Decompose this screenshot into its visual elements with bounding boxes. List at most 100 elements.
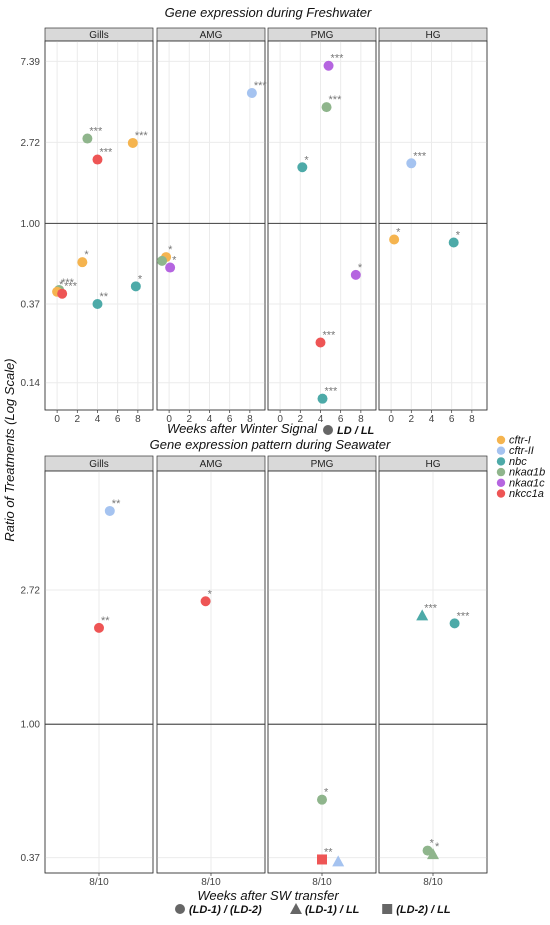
data-point-cftr-II <box>332 855 345 867</box>
legend-shape-circle <box>175 904 185 914</box>
data-point-cftr-I <box>127 137 138 148</box>
panel-border <box>378 470 488 874</box>
legend-swatch-nbc <box>496 457 506 466</box>
data-point-nkcc1a <box>94 622 104 633</box>
panel-border <box>156 470 266 874</box>
facet-strip-label: Gills <box>89 30 108 41</box>
data-point-nkaa1b <box>321 102 332 113</box>
data-point-nkcc1a <box>200 596 211 607</box>
panel-border <box>267 40 377 411</box>
chart-1-shape-legend: LD / LL <box>323 425 375 437</box>
data-point-cftr-I <box>389 234 400 245</box>
significance-label: *** <box>325 386 339 398</box>
significance-label: ** <box>101 615 110 627</box>
legend-shape-square <box>382 904 393 914</box>
data-point-nkcc1a <box>92 154 103 165</box>
legend-label-nkaa1b: nkaα1b <box>509 467 545 479</box>
panel-border <box>44 40 154 411</box>
x-tick-label: 0 <box>54 414 60 425</box>
data-point-nkcc1a <box>317 854 327 865</box>
panel-border <box>156 40 266 411</box>
y-tick-label: 0.37 <box>21 299 41 310</box>
x-tick-label: 8 <box>135 414 141 425</box>
y-tick-label: 2.72 <box>21 585 41 596</box>
significance-label: * <box>358 262 363 274</box>
x-tick-label: 4 <box>95 414 101 425</box>
data-point-nbc <box>92 298 103 309</box>
legend-swatch-nkaa1b <box>496 467 506 477</box>
x-tick-label: 8/10 <box>201 877 221 888</box>
x-tick-label: 0 <box>388 414 394 425</box>
facet-strip-label: HG <box>426 30 441 41</box>
data-point-nkaa1b <box>157 255 168 266</box>
legend-shape-label: (LD-2) / LL <box>396 904 451 916</box>
significance-label: *** <box>322 330 336 342</box>
data-point-nbc <box>317 393 328 404</box>
legend-label-nkaa1c: nkaα1c <box>509 477 545 489</box>
chart-seawater: 0.371.002.72Gills8/10****AMG8/10*PMG8/10… <box>21 455 488 888</box>
legend-shape-label: (LD-1) / LL <box>305 904 360 916</box>
legend-label-cftr-II: cftr-II <box>509 445 534 457</box>
significance-label: *** <box>331 53 345 65</box>
chart-1-title: Gene expression during Freshwater <box>165 5 372 20</box>
data-point-nkaa1b <box>427 848 439 860</box>
x-tick-label: 8/10 <box>423 877 443 888</box>
legend-swatch-nkaa1c <box>496 478 506 487</box>
data-point-cftr-II <box>246 88 257 99</box>
significance-label: *** <box>89 126 103 138</box>
x-tick-label: 4 <box>318 414 324 425</box>
significance-label: *** <box>329 94 343 106</box>
significance-label: * <box>396 227 401 239</box>
facet-strip-label: AMG <box>200 30 223 41</box>
x-tick-label: 2 <box>187 414 193 425</box>
panel-background <box>378 40 488 411</box>
data-point-nkcc1a <box>315 337 326 348</box>
data-point-nkaa1c <box>323 60 334 71</box>
legend-label-nkcc1a: nkcc1a <box>509 488 544 500</box>
data-point-nbc <box>448 237 459 248</box>
x-tick-label: 8 <box>358 414 364 425</box>
data-point-nkaa1b <box>317 794 327 805</box>
panel-background <box>156 40 266 411</box>
data-point-nkaa1b <box>422 845 433 856</box>
data-point-nbc <box>130 281 141 292</box>
significance-label: *** <box>254 80 268 92</box>
significance-label: * <box>304 154 309 166</box>
data-point-cftr-II <box>406 158 417 169</box>
x-tick-label: 2 <box>409 414 415 425</box>
facet-strip-label: PMG <box>311 30 334 41</box>
facet-panel-hg: HG0 2 4 6 8**** * <box>378 27 488 425</box>
facet-strip-label: AMG <box>200 459 223 470</box>
legend-shape-label: (LD-1) / (LD-2) <box>189 904 262 916</box>
data-point-nkcc1a <box>57 288 68 299</box>
x-tick-label: 0 <box>277 414 283 425</box>
data-point-cftr-I <box>77 257 88 268</box>
y-tick-label: 1.00 <box>21 720 41 731</box>
data-point-nbc <box>416 609 429 621</box>
x-tick-label: 2 <box>75 414 81 425</box>
significance-label: ** <box>112 498 121 510</box>
significance-label: ** <box>99 291 108 303</box>
y-tick-label: 0.37 <box>21 853 41 864</box>
legend-label-cftr-I: cftr-I <box>509 435 531 447</box>
legend-shape-triangle <box>290 903 302 914</box>
x-tick-label: 6 <box>338 414 344 425</box>
significance-label: * <box>435 841 440 853</box>
significance-label: * <box>168 244 173 256</box>
significance-label: * <box>138 273 143 285</box>
data-point-nbc <box>297 162 308 173</box>
data-point-nkaa1b <box>82 133 93 144</box>
data-point-cftr-II <box>104 505 115 516</box>
y-tick-label: 1.00 <box>21 219 41 230</box>
legend-swatch-nkcc1a <box>496 489 506 498</box>
panel-border <box>44 470 154 874</box>
panel-border <box>378 40 488 411</box>
facet-strip-label: PMG <box>311 459 334 470</box>
significance-label: *** <box>61 277 75 289</box>
y-axis-title: Ratio of Treatments (Log Scale) <box>2 358 17 541</box>
facet-strip-label: HG <box>426 459 441 470</box>
significance-label: * <box>324 787 329 799</box>
significance-label: *** <box>135 130 149 142</box>
